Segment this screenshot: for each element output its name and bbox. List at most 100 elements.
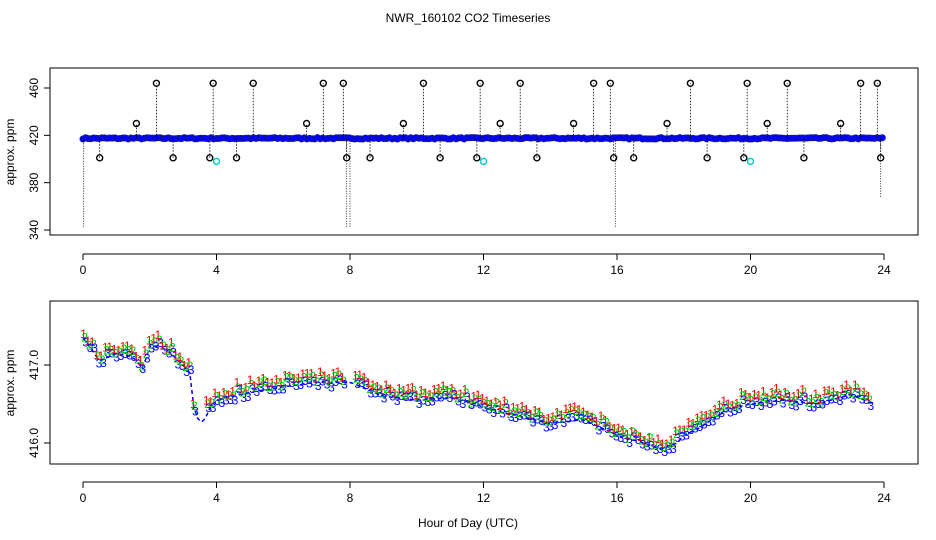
series-2-point: 2 (849, 386, 856, 400)
series-3-point: 3 (425, 395, 432, 409)
series-3-point: 3 (477, 398, 484, 412)
spike-up-point (686, 79, 695, 87)
series-1-point: 1 (448, 382, 455, 396)
series-2-point: 2 (309, 370, 316, 384)
series-2-point: 2 (660, 440, 667, 454)
series-3-point: 3 (140, 362, 147, 376)
series-1-point: 1 (453, 388, 460, 402)
x-tick-label: 12 (477, 491, 491, 505)
series-3-point: 3 (341, 378, 348, 392)
series-3-point: 3 (740, 393, 747, 407)
series-2-point: 2 (230, 389, 237, 403)
series-2-point: 2 (700, 411, 707, 425)
series-1-point: 1 (646, 431, 653, 445)
spike-up-point (209, 79, 217, 87)
series-1-point: 1 (137, 354, 144, 368)
series-3-point: 3 (284, 375, 291, 389)
series-2-point: 2 (568, 404, 575, 418)
series-1-point: 1 (755, 388, 762, 402)
series-1-point: 1 (251, 379, 258, 393)
series-2-point: 2 (752, 391, 759, 405)
series-1-point: 1 (85, 334, 92, 348)
series-3-point: 3 (582, 413, 589, 427)
spike-up-point (419, 79, 428, 87)
series-1-point: 1 (225, 388, 232, 402)
spike-down-point (169, 154, 177, 162)
series-3-point: 3 (109, 347, 116, 361)
series-2-point: 2 (708, 409, 715, 423)
series-3-point: 3 (780, 397, 787, 411)
series-1-point: 1 (212, 386, 219, 400)
series-1-point: 1 (124, 339, 131, 353)
series-3-point: 3 (534, 412, 541, 426)
spike-up-point (496, 119, 504, 128)
series-3-point: 3 (359, 376, 366, 390)
series-1-point: 1 (817, 392, 824, 406)
x-tick-label: 12 (477, 263, 491, 277)
series-3-point: 3 (631, 430, 638, 444)
series-1-point: 1 (242, 380, 249, 394)
series-1-point: 1 (549, 410, 556, 424)
series-2-point: 2 (90, 337, 97, 351)
series-1-point: 1 (89, 335, 96, 349)
y-tick-label: 460 (27, 78, 41, 98)
series-1-point: 1 (769, 386, 776, 400)
series-2-point: 2 (800, 385, 807, 399)
series-3-point: 3 (407, 390, 414, 404)
series-3-point: 3 (486, 402, 493, 416)
series-1-point: 1 (475, 388, 482, 402)
series-3-point: 3 (771, 395, 778, 409)
series-1-point: 1 (431, 383, 438, 397)
series-3-point: 3 (411, 390, 418, 404)
spike-up-point (516, 79, 524, 87)
series-3-point: 3 (710, 415, 717, 429)
series-2-point: 2 (292, 374, 299, 388)
series-1-point: 1 (387, 382, 394, 396)
series-1-point: 1 (571, 400, 578, 414)
alt-point (746, 157, 755, 166)
series-3-point: 3 (100, 356, 107, 370)
series-3-point: 3 (267, 383, 274, 397)
x-tick-label: 16 (610, 263, 624, 277)
series-3-point: 3 (442, 388, 449, 402)
top-axes: 0 4 8 12 16 20 24 340 380 420 460 (27, 78, 891, 277)
x-tick-label: 0 (80, 263, 87, 277)
series-1-point: 1 (238, 382, 245, 396)
series-1-point: 1 (462, 382, 469, 396)
series-2-point: 2 (191, 399, 198, 413)
series-2-point: 2 (235, 381, 242, 395)
series-1-point: 1 (527, 408, 534, 422)
series-2-point: 2 (393, 389, 400, 403)
series-1-point: 1 (370, 378, 377, 392)
series-3-point: 3 (503, 401, 510, 415)
series-1-point: 1 (848, 384, 855, 398)
series-2-point: 2 (625, 432, 632, 446)
series-2-point: 2 (542, 414, 549, 428)
series-1-point: 1 (128, 342, 135, 356)
series-3-point: 3 (289, 376, 296, 390)
alt-point (479, 157, 488, 166)
series-1-point: 1 (365, 376, 372, 390)
series-3-point: 3 (736, 402, 743, 416)
series-2-point: 2 (796, 389, 803, 403)
series-3-point: 3 (732, 404, 739, 418)
series-2-point: 2 (647, 431, 654, 445)
series-1-point: 1 (804, 393, 811, 407)
series-3-point: 3 (837, 394, 844, 408)
series-2-point: 2 (599, 412, 606, 426)
series-1-point: 1 (672, 424, 679, 438)
series-3-point: 3 (118, 349, 125, 363)
series-3-point: 3 (723, 402, 730, 416)
series-2-point: 2 (665, 439, 672, 453)
series-1-point: 1 (856, 385, 863, 399)
series-1-point: 1 (484, 394, 491, 408)
series-1-point: 1 (247, 373, 254, 387)
series-2-point: 2 (634, 429, 641, 443)
series-2-point: 2 (143, 347, 150, 361)
series-1-point: 1 (260, 371, 267, 385)
series-3-point: 3 (192, 405, 199, 419)
series-1-point: 1 (409, 381, 416, 395)
series-3-point: 3 (245, 390, 252, 404)
